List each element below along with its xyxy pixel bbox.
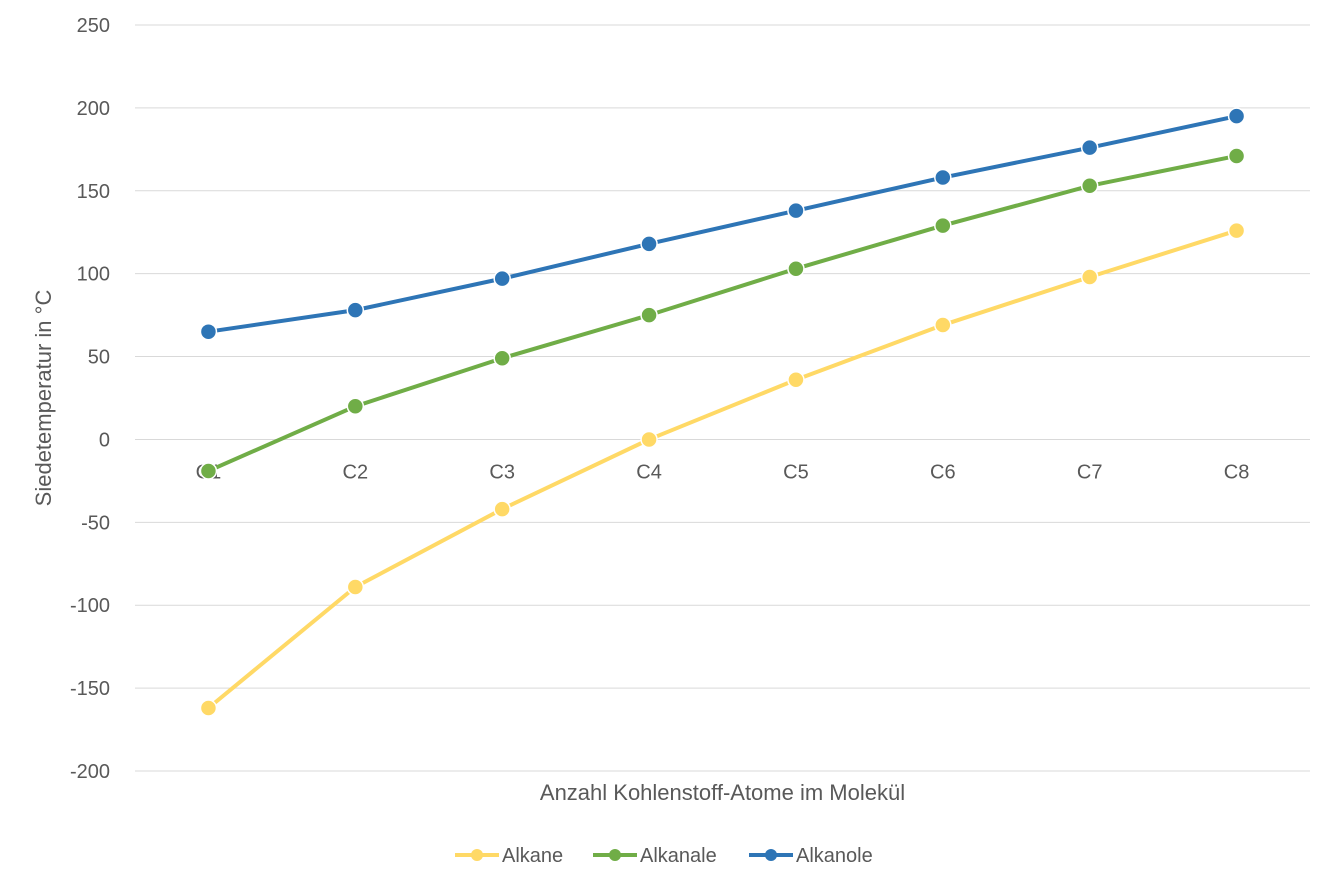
data-point [1227, 221, 1246, 240]
data-point [1227, 107, 1246, 125]
x-tick-label: C4 [636, 461, 662, 483]
data-point [199, 699, 218, 717]
data-point [934, 316, 952, 334]
y-tick-label: 100 [77, 264, 110, 286]
y-axis-title: Siedetemperatur in °C [31, 290, 56, 507]
y-tick-label: -200 [70, 761, 110, 783]
y-tick-label: -50 [81, 512, 110, 534]
y-tick-label: 50 [88, 347, 110, 369]
y-axis-tick-labels: 250 200 150 100 50 0 -50 -100 -150 -200 [70, 15, 110, 783]
legend-swatch-marker [765, 849, 777, 861]
legend-item-alkanole: Alkanole [749, 845, 873, 867]
legend-label: Alkane [502, 845, 563, 867]
x-tick-label: C5 [783, 461, 809, 483]
gridlines [135, 24, 1310, 772]
series-lines [199, 107, 1246, 717]
y-tick-label: 150 [77, 181, 110, 203]
data-point [1227, 147, 1246, 165]
x-tick-label: C6 [930, 461, 956, 483]
series-line [206, 153, 1239, 473]
data-point [346, 397, 365, 416]
legend-label: Alkanale [640, 845, 717, 867]
legend-label: Alkanole [796, 845, 873, 867]
data-point [640, 306, 658, 324]
data-point [493, 349, 511, 367]
x-axis-category-labels: C1C2C3C4C5C6C7C8 [196, 461, 1250, 483]
data-point [787, 371, 805, 389]
series-alkane [199, 221, 1246, 717]
data-point [934, 168, 952, 187]
x-axis-title: Anzahl Kohlenstoff-Atome im Molekül [540, 780, 905, 805]
series-line [206, 228, 1239, 711]
x-tick-label: C2 [343, 461, 369, 483]
data-point [787, 259, 805, 278]
data-point [1080, 177, 1099, 195]
x-tick-label: C8 [1224, 461, 1250, 483]
x-tick-label: C3 [489, 461, 515, 483]
data-point [493, 500, 511, 518]
data-point [1080, 268, 1099, 286]
legend-item-alkanale: Alkanale [593, 845, 717, 867]
data-point [640, 235, 658, 253]
y-tick-label: 250 [77, 15, 110, 37]
data-point [346, 578, 365, 596]
data-point [787, 201, 805, 220]
series-alkanole [199, 107, 1246, 341]
data-point [199, 462, 218, 480]
x-tick-label: C7 [1077, 461, 1103, 483]
legend: Alkane Alkanale Alkanole [455, 845, 873, 867]
y-tick-label: 200 [77, 98, 110, 120]
y-tick-label: -150 [70, 678, 110, 700]
legend-swatch-marker [471, 849, 483, 861]
data-point [640, 430, 658, 449]
data-point [934, 216, 952, 235]
series-alkanale [199, 147, 1246, 480]
legend-item-alkane: Alkane [455, 845, 563, 867]
y-tick-label: 0 [99, 429, 110, 451]
legend-swatch-marker [609, 849, 621, 861]
y-tick-label: -100 [70, 595, 110, 617]
data-point [493, 269, 511, 288]
data-point [346, 301, 365, 319]
data-point [199, 322, 218, 341]
series-line [206, 114, 1239, 334]
data-point [1080, 138, 1099, 157]
